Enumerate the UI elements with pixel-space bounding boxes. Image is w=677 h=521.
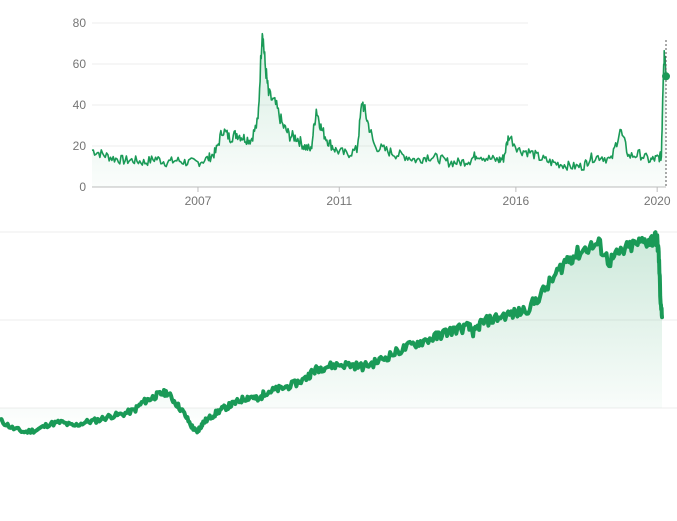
vix-x-tick-label: 2011: [326, 194, 352, 208]
vix-x-axis: 2007 2011 2016 2020: [185, 187, 671, 208]
vix-x-tick-label: 2007: [185, 194, 212, 208]
index-series-line: [0, 230, 664, 435]
vix-y-tick-label: 40: [73, 98, 87, 112]
vix-y-tick-label: 80: [73, 16, 87, 30]
vix-x-tick-label: 2016: [503, 194, 530, 208]
vix-y-axis: 0 20 40 60 80: [73, 16, 87, 194]
vix-y-tick-label: 60: [73, 57, 87, 71]
vix-chart: 0 20 40 60 80 2007 2011 2016 2020: [73, 16, 671, 208]
vix-y-tick-label: 20: [73, 139, 87, 153]
vix-y-tick-label: 0: [79, 180, 86, 194]
index-area-fill: [0, 232, 662, 433]
vix-last-point-marker[interactable]: [662, 72, 670, 81]
vix-series-line: [91, 32, 667, 171]
vix-x-tick-label: 2020: [644, 194, 671, 208]
index-gridlines: [0, 231, 677, 409]
vix-area-fill: [92, 33, 666, 188]
